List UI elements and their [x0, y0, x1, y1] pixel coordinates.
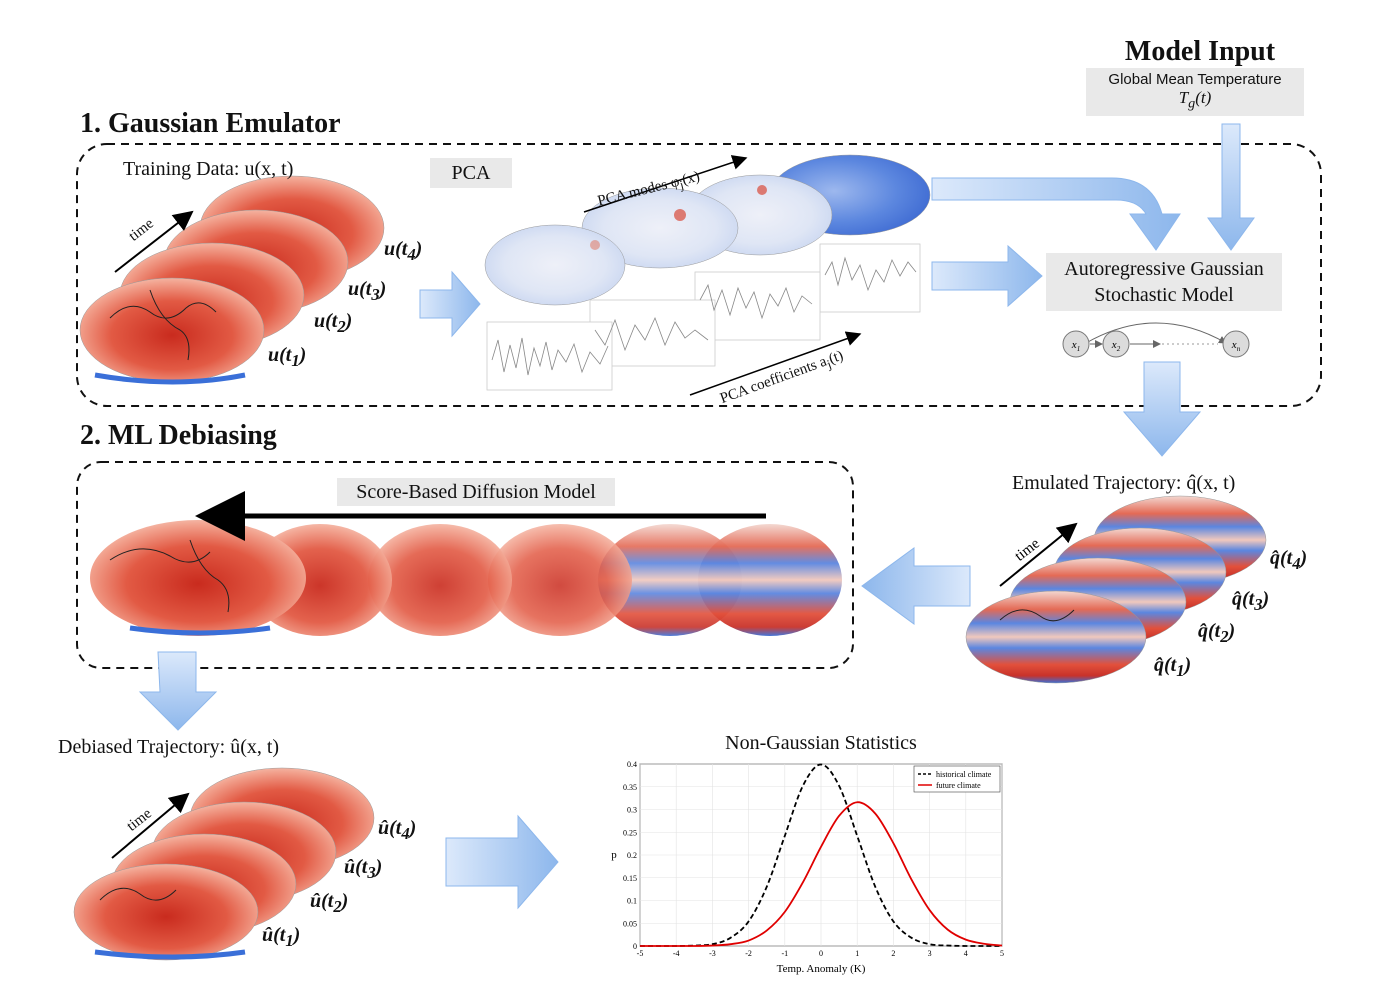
- emulated-frame-t3: q̂(t3): [1232, 588, 1270, 614]
- diffusion-label-box: Score-Based Diffusion Model: [337, 478, 615, 506]
- debiased-frame-t1: û(t1): [262, 924, 301, 950]
- chart-y-ticks: 0 0.05 0.1 0.15 0.2 0.25 0.3 0.35 0.4: [623, 760, 637, 951]
- chart-xtick-8: 3: [928, 949, 932, 958]
- chart-lines: [639, 763, 1003, 947]
- chart-ytick-5: 0.25: [623, 828, 637, 837]
- arrow-diffusion-to-debiased: [138, 651, 218, 731]
- chart-ylabel: p: [611, 849, 617, 861]
- model-input-line2: Tg(t): [1178, 88, 1212, 112]
- pca-modes-arrow: [583, 155, 748, 213]
- training-time-arrow: [114, 210, 194, 273]
- non-gaussian-chart: 0 0.05 0.1 0.15 0.2 0.25 0.3 0.35 0.4 -5 -4 -3 -2 -1…: [611, 760, 1004, 975]
- chart-xtick-6: 1: [855, 949, 859, 958]
- chart-xtick-3: -2: [745, 949, 752, 958]
- ar-node-1: [1062, 330, 1090, 358]
- chart-xtick-7: 2: [891, 949, 895, 958]
- arrow-coeff-to-ar: [931, 244, 1043, 308]
- legend-future: future climate: [936, 781, 981, 790]
- debiased-time-arrow: [111, 792, 190, 859]
- arrow-modes-to-ar: [931, 177, 1181, 251]
- ar-node-2: [1102, 330, 1130, 358]
- chart-x-ticks: -5 -4 -3 -2 -1 0 1 2 3 4 5: [637, 949, 1004, 958]
- ar-node-n-label: xn: [1231, 339, 1241, 353]
- ar-chain: x1 x2 xn: [1062, 322, 1250, 358]
- chart-ytick-0: 0: [633, 942, 637, 951]
- ar-node-2-label: x2: [1111, 339, 1121, 353]
- pca-mode-maps: [484, 154, 931, 306]
- arrow-ar-to-emulated: [1122, 361, 1202, 457]
- diffusion-maps: [90, 520, 842, 636]
- chart-ytick-7: 0.35: [623, 783, 637, 792]
- debiased-frame-t3: û(t3): [344, 856, 383, 882]
- chart-xtick-1: -4: [673, 949, 680, 958]
- chart-xtick-0: -5: [637, 949, 644, 958]
- emulated-label: Emulated Trajectory: q̂(x, t): [1012, 472, 1236, 494]
- pca-coeff-arrow: [689, 331, 862, 396]
- chart-ytick-3: 0.15: [623, 874, 637, 883]
- arrow-emulated-to-diffusion: [861, 547, 971, 625]
- training-frame-t2: u(t2): [314, 310, 353, 336]
- arrow-input-to-ar: [1207, 123, 1255, 251]
- chart-legend: historical climate future climate: [913, 765, 1001, 793]
- training-frame-t3: u(t3): [348, 278, 387, 304]
- model-input-title: Model Input: [1124, 36, 1276, 67]
- chart-xtick-2: -3: [709, 949, 716, 958]
- ar-model-box: Autoregressive Gaussian Stochastic Model: [1046, 253, 1282, 311]
- chart-ytick-8: 0.4: [627, 760, 637, 769]
- emulated-frame-t1: q̂(t1): [1154, 654, 1192, 680]
- chart-ytick-1: 0.05: [623, 919, 637, 928]
- chart-ytick-6: 0.3: [627, 806, 637, 815]
- chart-xtick-9: 4: [964, 949, 968, 958]
- emulated-maps: [965, 495, 1267, 684]
- arrow-debiased-to-stats: [445, 814, 559, 910]
- model-input-line1: Global Mean Temperature: [1108, 71, 1282, 89]
- training-label: Training Data: u(x, t): [123, 158, 294, 180]
- chart-xtick-10: 5: [1000, 949, 1004, 958]
- emulated-frame-t4: q̂(t4): [1270, 547, 1308, 573]
- chart-ytick-2: 0.1: [627, 897, 637, 906]
- gaussian-emulator-box: [76, 143, 1322, 407]
- chart-series-1: [639, 801, 1003, 947]
- debiased-frame-t4: û(t4): [378, 817, 417, 843]
- training-maps: [79, 175, 385, 385]
- chart-title: Non-Gaussian Statistics: [725, 732, 917, 754]
- training-frame-t1: u(t1): [268, 344, 307, 370]
- emulated-frame-t2: q̂(t2): [1198, 620, 1236, 646]
- pca-coefficient-panels: [486, 243, 921, 391]
- section1-title: 1. Gaussian Emulator: [80, 108, 341, 139]
- ar-node-1-label: x1: [1071, 339, 1080, 353]
- training-frame-t4: u(t4): [384, 238, 423, 264]
- ar-model-line1: Autoregressive Gaussian: [1064, 258, 1264, 280]
- debiased-label: Debiased Trajectory: û(x, t): [58, 736, 280, 758]
- arrow-training-to-pca: [419, 270, 481, 338]
- chart-xtick-5: 0: [819, 949, 823, 958]
- ml-debiasing-box: [76, 461, 854, 669]
- chart-xlabel: Temp. Anomaly (K): [777, 963, 866, 975]
- chart-xtick-4: -1: [781, 949, 788, 958]
- pca-label-box: PCA: [430, 158, 512, 188]
- debiased-maps: [73, 767, 375, 961]
- section2-title: 2. ML Debiasing: [80, 420, 277, 451]
- emulated-time-arrow: [999, 522, 1078, 587]
- legend-historical: historical climate: [936, 770, 992, 779]
- ar-model-line2: Stochastic Model: [1094, 284, 1234, 306]
- chart-ytick-4: 0.2: [627, 851, 637, 860]
- ar-node-n: [1222, 330, 1250, 358]
- model-input-box: Global Mean Temperature Tg(t): [1086, 68, 1304, 116]
- debiased-frame-t2: û(t2): [310, 890, 349, 916]
